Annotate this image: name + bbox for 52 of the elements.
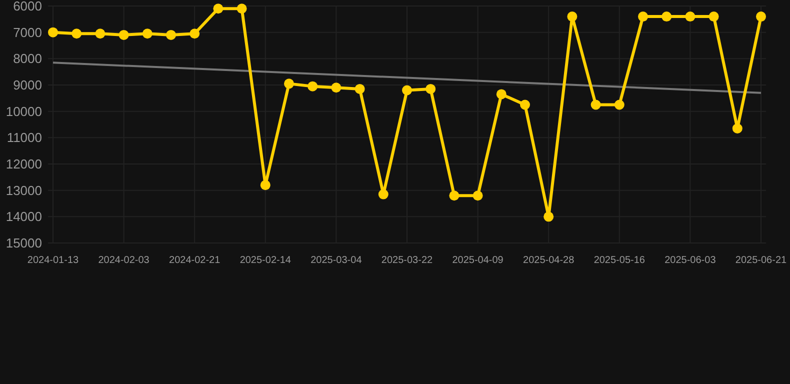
x-tick-label: 2024-02-21: [169, 255, 221, 266]
y-tick-label: 11000: [6, 130, 42, 146]
x-tick-label: 2024-02-03: [98, 255, 150, 266]
point: [378, 189, 388, 200]
point: [166, 30, 176, 40]
point: [260, 180, 270, 190]
point: [590, 100, 601, 110]
x-tick-label: 2025-03-04: [310, 255, 362, 266]
point: [118, 30, 129, 40]
point: [520, 100, 530, 110]
x-tick-label: 2024-01-13: [27, 255, 80, 266]
point: [449, 190, 460, 201]
point: [190, 28, 200, 39]
point: [732, 123, 742, 134]
x-tick-label: 2025-06-03: [664, 255, 716, 266]
y-tick-label: 6000: [13, 0, 42, 14]
x-tick-label: 2025-03-22: [381, 255, 434, 266]
y-tick-label: 12000: [6, 156, 42, 172]
point: [426, 84, 436, 94]
x-tick-label: 2025-02-14: [240, 255, 292, 266]
point: [354, 84, 365, 94]
point: [662, 12, 672, 22]
x-tick-label: 2025-05-16: [594, 255, 646, 266]
point: [614, 100, 624, 110]
point: [708, 12, 719, 22]
point: [331, 82, 342, 93]
point: [685, 12, 696, 22]
point: [756, 12, 766, 22]
y-tick-label: 9000: [13, 78, 42, 93]
x-tick-label: 2025-04-28: [523, 255, 575, 266]
point: [308, 81, 318, 92]
point: [402, 85, 412, 96]
point: [638, 12, 648, 22]
x-tick-label: 2025-06-21: [735, 255, 788, 266]
y-tick-label: 14000: [6, 209, 42, 224]
point: [142, 28, 152, 39]
y-tick-label: 7000: [13, 24, 42, 40]
point: [95, 28, 106, 39]
point: [284, 78, 294, 89]
point: [496, 89, 506, 100]
point: [213, 4, 224, 14]
x-tick-label: 2025-04-09: [452, 255, 504, 266]
y-tick-label: 15000: [6, 236, 42, 251]
y-tick-label: 8000: [13, 51, 42, 66]
point: [472, 190, 483, 201]
point: [544, 212, 554, 222]
y-tick-label: 10000: [6, 104, 42, 119]
y-tick-label: 13000: [6, 182, 42, 198]
point: [48, 27, 58, 38]
point: [236, 4, 247, 14]
point: [72, 28, 82, 39]
point: [567, 12, 578, 22]
